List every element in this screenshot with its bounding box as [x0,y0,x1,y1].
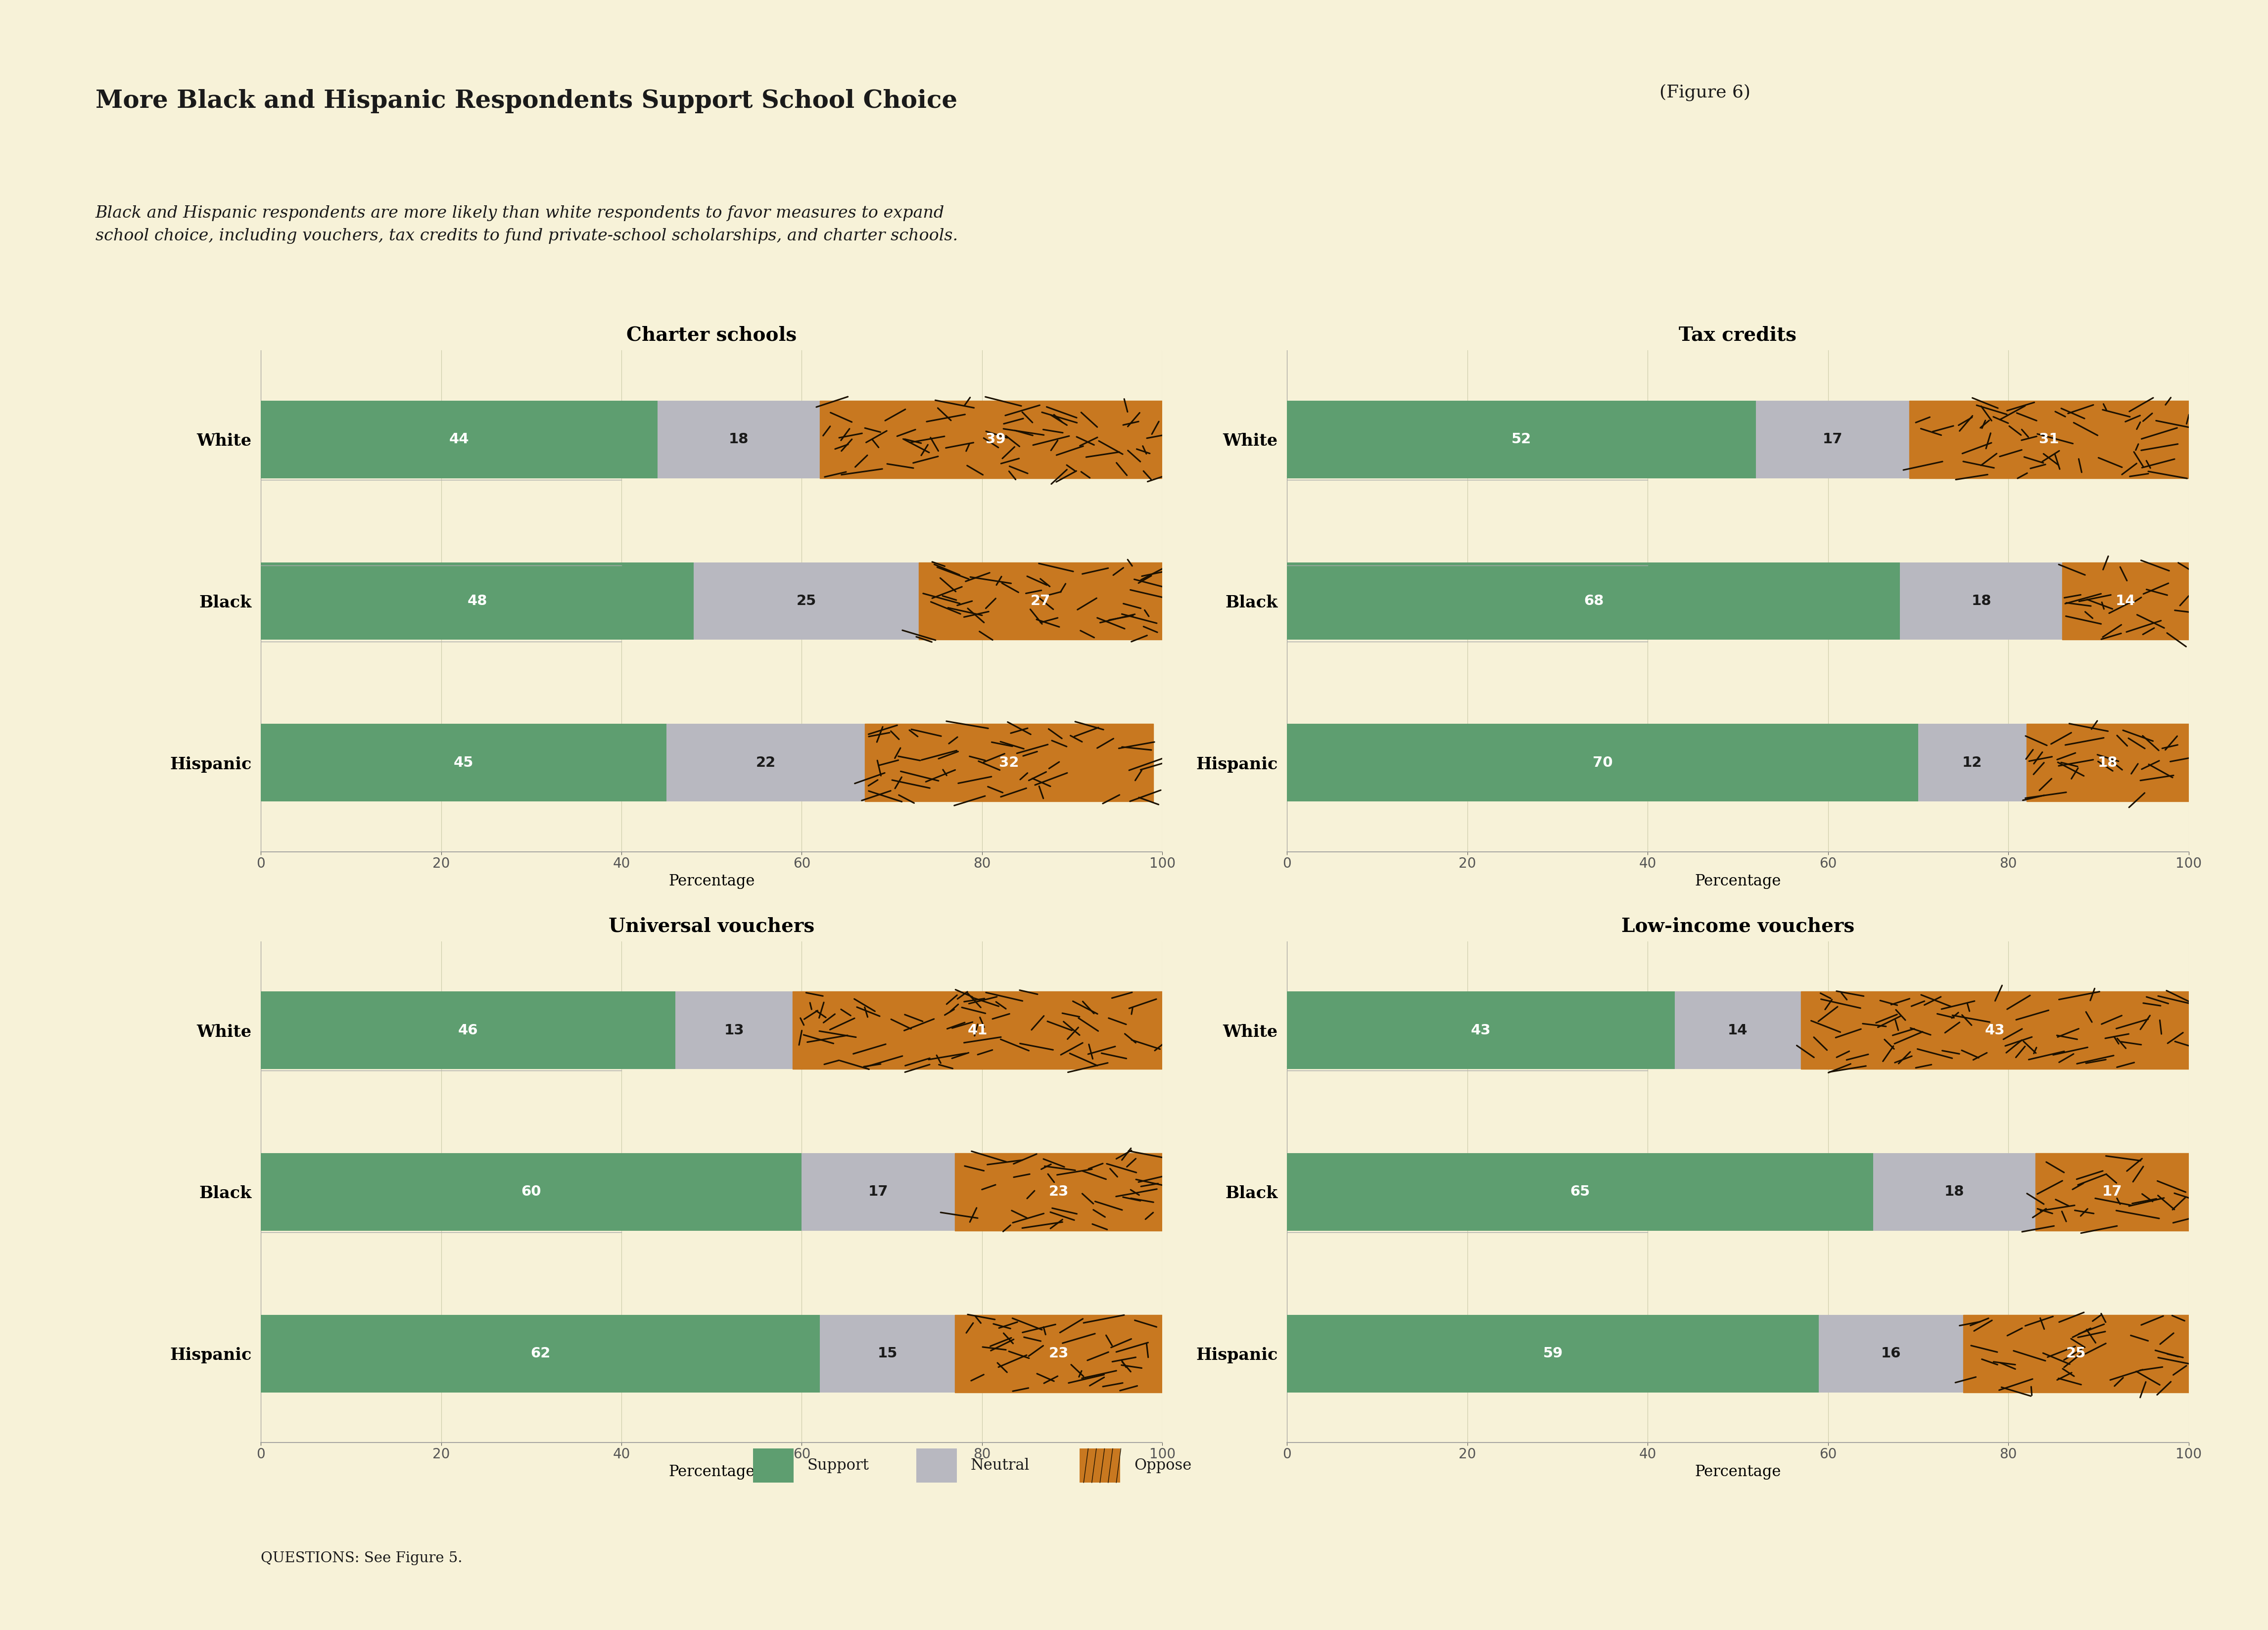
Bar [1288,1152,1873,1231]
X-axis label: Percentage: Percentage [669,1464,755,1480]
Text: 23: 23 [1048,1346,1068,1361]
Bar [919,562,1163,641]
Text: Neutral: Neutral [971,1457,1030,1474]
Bar [261,1315,819,1392]
Bar [261,401,658,478]
Bar [2025,724,2189,802]
Bar [1288,562,1901,641]
Title: Charter schools: Charter schools [626,326,796,346]
Text: 17: 17 [2102,1185,2123,1198]
Text: 52: 52 [1510,432,1531,447]
Text: 22: 22 [755,756,776,769]
Bar [2034,1152,2189,1231]
Text: 18: 18 [2098,756,2118,769]
Title: Universal vouchers: Universal vouchers [608,916,814,936]
Bar [1288,991,1674,1069]
Text: 17: 17 [1823,432,1842,447]
Bar [803,1152,955,1231]
Text: 70: 70 [1592,756,1613,769]
Text: Support: Support [807,1457,869,1474]
Bar [1801,991,2189,1069]
Bar [1288,401,1755,478]
Bar [819,401,1170,478]
Bar [694,562,919,641]
Text: 65: 65 [1569,1185,1590,1198]
Bar [955,1152,1161,1231]
FancyBboxPatch shape [1080,1449,1120,1483]
FancyBboxPatch shape [753,1449,794,1483]
Text: 18: 18 [728,432,748,447]
Bar [1910,401,2189,478]
Text: 25: 25 [796,595,816,608]
Text: 62: 62 [531,1346,551,1361]
Title: Low-income vouchers: Low-income vouchers [1622,916,1855,936]
Bar [819,1315,955,1392]
Title: Tax credits: Tax credits [1678,326,1796,346]
Bar [676,991,794,1069]
Text: 25: 25 [2066,1346,2087,1361]
X-axis label: Percentage: Percentage [1694,874,1780,888]
Text: 18: 18 [1944,1185,1964,1198]
Text: 39: 39 [987,432,1005,447]
X-axis label: Percentage: Percentage [1694,1464,1780,1480]
Text: 14: 14 [1728,1024,1749,1037]
Text: Oppose: Oppose [1134,1457,1191,1474]
Bar [1819,1315,1964,1392]
Text: 68: 68 [1583,595,1603,608]
Text: 27: 27 [1030,595,1050,608]
Text: 60: 60 [522,1185,542,1198]
Bar [955,1315,1161,1392]
Bar [1873,1152,2034,1231]
Text: 44: 44 [449,432,469,447]
Text: More Black and Hispanic Respondents Support School Choice  (Figure 6): More Black and Hispanic Respondents Supp… [95,90,1114,114]
Text: 15: 15 [878,1346,898,1361]
Text: 48: 48 [467,595,488,608]
Bar [2062,562,2189,641]
Bar [261,562,694,641]
Bar [1674,991,1801,1069]
Text: 16: 16 [1880,1346,1901,1361]
FancyBboxPatch shape [916,1449,957,1483]
Text: 23: 23 [1048,1185,1068,1198]
Text: 59: 59 [1542,1346,1563,1361]
Bar [1755,401,1910,478]
Text: 12: 12 [1962,756,1982,769]
Text: More Black and Hispanic Respondents Support School Choice: More Black and Hispanic Respondents Supp… [95,90,966,112]
Text: 31: 31 [2039,432,2059,447]
Text: 43: 43 [1984,1024,2005,1037]
Bar [1288,1315,1819,1392]
Text: 14: 14 [2116,595,2136,608]
Bar [1901,562,2062,641]
Bar [864,724,1154,802]
Text: 13: 13 [723,1024,744,1037]
Bar [1288,724,1919,802]
Bar [1919,724,2025,802]
Text: QUESTIONS: See Figure 5.: QUESTIONS: See Figure 5. [261,1552,463,1565]
Bar [667,724,864,802]
Text: 32: 32 [1000,756,1018,769]
Bar [261,991,676,1069]
Bar [1964,1315,2189,1392]
Text: 46: 46 [458,1024,479,1037]
Bar [261,724,667,802]
Bar [658,401,819,478]
Text: (Figure 6): (Figure 6) [1660,83,1751,101]
Text: Black and Hispanic respondents are more likely than white respondents to favor m: Black and Hispanic respondents are more … [95,205,957,244]
Bar [261,1152,803,1231]
Bar [794,991,1163,1069]
Text: 41: 41 [968,1024,987,1037]
Text: 17: 17 [869,1185,889,1198]
X-axis label: Percentage: Percentage [669,874,755,888]
Text: 43: 43 [1472,1024,1490,1037]
Text: 18: 18 [1971,595,1991,608]
Text: 45: 45 [454,756,474,769]
